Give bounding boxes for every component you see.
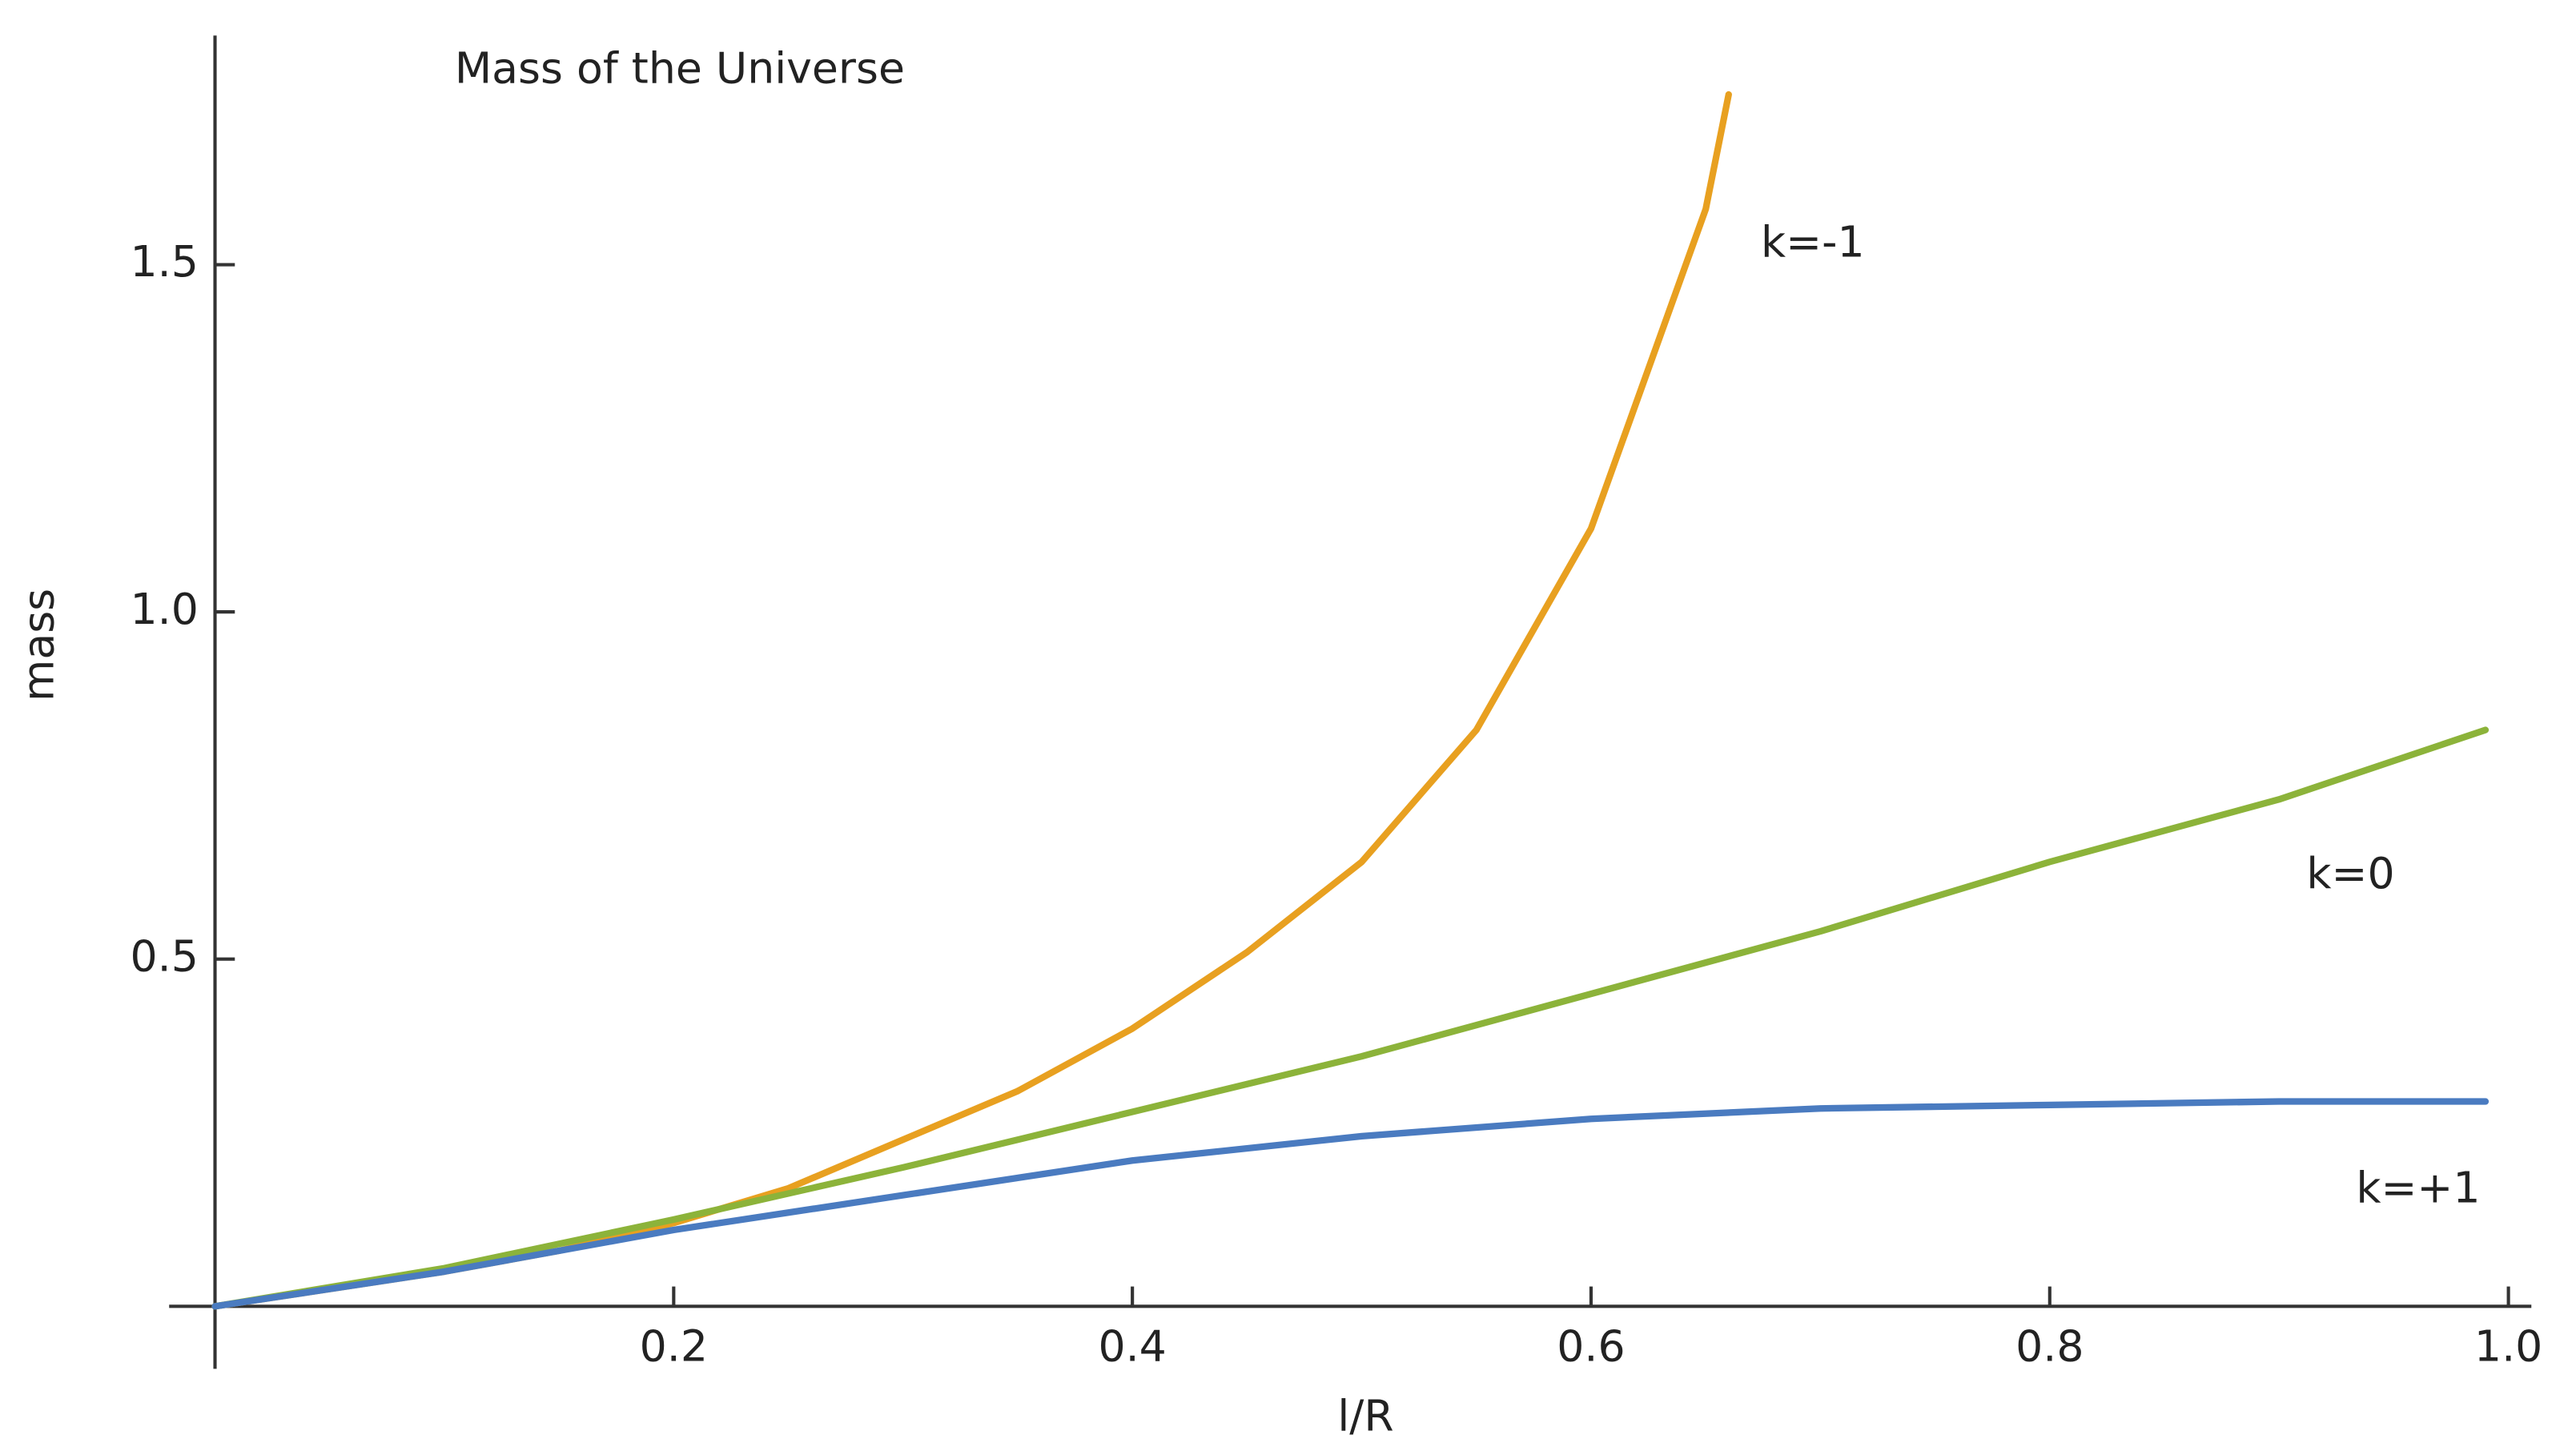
x-tick-label: 0.2 <box>640 1321 708 1372</box>
series-label: k=+1 <box>2356 1162 2480 1212</box>
y-tick-label: 1.0 <box>131 584 199 634</box>
series-label: k=-1 <box>1761 216 1865 267</box>
x-tick-label: 1.0 <box>2474 1321 2542 1372</box>
series-line <box>211 726 2490 1310</box>
x-tick-label: 0.4 <box>1098 1321 1166 1372</box>
x-axis-label: l/R <box>1337 1390 1393 1441</box>
x-tick-label: 0.6 <box>1557 1321 1625 1372</box>
y-tick-label: 1.5 <box>131 236 199 287</box>
y-axis-label: mass <box>13 589 63 701</box>
x-tick-label: 0.8 <box>2015 1321 2084 1372</box>
series-line <box>211 1098 2490 1310</box>
series-label: k=0 <box>2306 848 2394 898</box>
y-tick-label: 0.5 <box>131 931 199 981</box>
chart-title: Mass of the Universe <box>455 43 905 94</box>
